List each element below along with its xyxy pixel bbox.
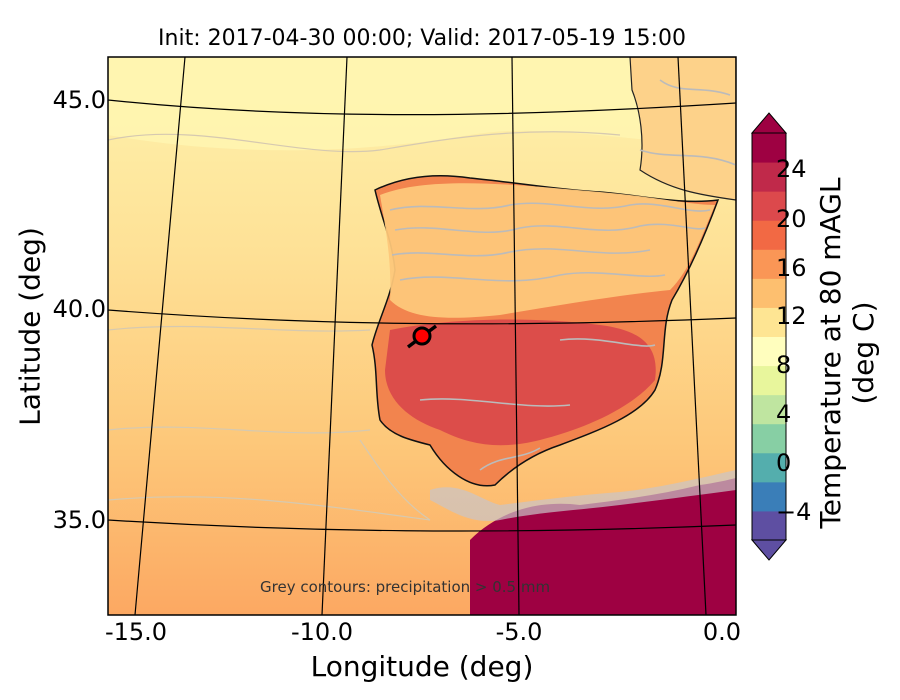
ytick-40: 40.0	[52, 295, 106, 323]
colorbar-frame	[751, 132, 787, 541]
location-marker-dot	[412, 326, 432, 346]
y-axis-label: Latitude (deg)	[13, 227, 47, 426]
xtick-0: 0.0	[702, 618, 742, 646]
colorbar-tick-12: 12	[776, 302, 807, 330]
colorbar-segment	[752, 365, 786, 396]
colorbar-tick-8: 8	[776, 351, 792, 379]
colorbar-segment	[752, 162, 786, 192]
colorbar-tick-minus4: −4	[776, 498, 812, 526]
colorbar-bottom-arrow	[750, 539, 788, 561]
north-cool-band	[108, 57, 736, 151]
location-marker	[406, 324, 438, 349]
iberia-hot-interior	[385, 319, 656, 446]
colorbar-segment	[752, 307, 786, 337]
ytick-35: 35.0	[52, 506, 106, 534]
colorbar-segment	[752, 336, 786, 367]
colorbar-segment	[752, 481, 786, 512]
precip-annotation: Grey contours: precipitation > 0.5 mm	[260, 578, 551, 596]
colorbar-tick-20: 20	[776, 205, 807, 233]
colorbar	[750, 112, 788, 561]
colorbar-segment	[752, 394, 786, 425]
colorbar-segment	[752, 133, 786, 163]
colorbar-segment	[752, 452, 786, 483]
ytick-45: 45.0	[52, 86, 106, 114]
colorbar-tick-0: 0	[776, 449, 792, 477]
xtick-minus10: -10.0	[290, 618, 354, 646]
xtick-minus15: -15.0	[104, 618, 168, 646]
colorbar-tick-4: 4	[776, 400, 792, 428]
colorbar-segment	[752, 191, 786, 221]
colorbar-segment	[752, 249, 786, 279]
colorbar-segment	[752, 510, 786, 541]
iberia-north-cool	[380, 183, 715, 318]
graticule	[108, 57, 736, 615]
colorbar-top-arrow	[750, 112, 788, 134]
colorbar-label: Temperature at 80 mAGL (deg C)	[814, 177, 880, 529]
colorbar-tick-24: 24	[776, 155, 807, 183]
colorbar-segment	[752, 278, 786, 308]
colorbar-segment	[752, 423, 786, 454]
precip-contours	[389, 79, 736, 471]
x-axis-label: Longitude (deg)	[310, 650, 534, 683]
colorbar-tick-16: 16	[776, 254, 807, 282]
plot-frame	[107, 56, 737, 616]
temperature-contours	[108, 131, 621, 521]
plot-title: Init: 2017-04-30 00:00; Valid: 2017-05-1…	[158, 26, 686, 51]
colorbar-segment	[752, 220, 786, 250]
africa-coastal-band	[430, 470, 736, 521]
xtick-minus5: -5.0	[495, 618, 543, 646]
